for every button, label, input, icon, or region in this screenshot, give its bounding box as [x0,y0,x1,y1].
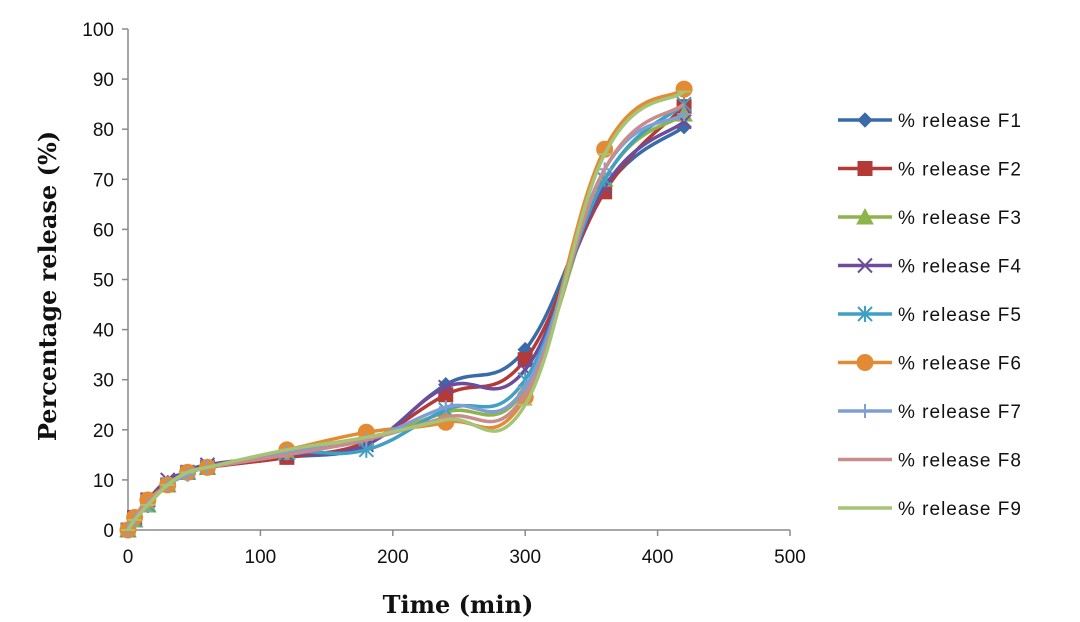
y-tick-label: 50 [93,271,114,292]
legend-label: % release F7 [898,402,1022,423]
legend-label: % release F1 [898,111,1022,132]
y-tick-label: 100 [82,20,114,41]
y-tick-label: 60 [93,220,114,241]
y-axis-title: Percentage release (%) [33,131,62,441]
data-point [438,400,453,415]
legend-item: % release F5 [838,305,1022,326]
y-tick-label: 30 [93,371,114,392]
legend-marker [857,306,873,322]
x-tick-label: 500 [774,547,806,568]
legend-marker [856,207,874,225]
y-tick-label: 10 [93,471,114,492]
legend-item: % release F2 [838,160,1022,181]
x-tick-label: 100 [245,547,277,568]
legend-label: % release F4 [898,257,1022,278]
legend-marker [858,404,872,418]
x-axis-title: Time (min) [383,590,534,619]
legend-label: % release F8 [898,451,1022,472]
data-point [438,379,454,395]
series-9 [121,90,692,531]
y-axis-ticks: 0 10 20 30 40 50 60 70 80 90 100 [82,20,128,542]
x-tick-label: 400 [642,547,674,568]
legend-marker [857,161,873,176]
legend-marker [857,112,873,128]
series-layer [119,80,693,539]
data-point [677,107,692,122]
x-tick-label: 0 [123,547,134,568]
legend-item: % release F7 [838,402,1022,423]
legend-item: % release F6 [838,354,1022,375]
x-tick-label: 300 [509,547,541,568]
legend-item: % release F1 [838,111,1022,132]
legend-label: % release F3 [898,208,1022,229]
x-axis-ticks: 0 100 200 300 400 500 [123,530,806,568]
legend-item: % release F4 [838,257,1022,278]
series-7 [121,107,692,537]
legend-marker [856,354,874,371]
legend-label: % release F9 [898,499,1022,520]
x-tick-label: 200 [377,547,409,568]
y-tick-label: 40 [93,321,114,342]
legend-marker [857,257,873,274]
y-tick-label: 20 [93,421,114,442]
y-tick-label: 0 [103,521,114,542]
plot-area: 0 10 20 30 40 50 60 70 80 90 100 0 100 200 300 400 500 [82,20,806,568]
series-line [126,90,686,531]
y-tick-label: 80 [93,120,114,141]
legend-item: % release F8 [838,451,1022,472]
legend-item: % release F9 [838,499,1022,520]
legend-label: % release F6 [898,354,1022,375]
legend: % release F1 % release F2 % release F3 % re… [838,111,1022,520]
y-tick-label: 70 [93,170,114,191]
legend-label: % release F2 [898,160,1022,181]
legend-item: % release F3 [838,207,1022,229]
y-tick-label: 90 [93,70,114,91]
legend-label: % release F5 [898,305,1022,326]
